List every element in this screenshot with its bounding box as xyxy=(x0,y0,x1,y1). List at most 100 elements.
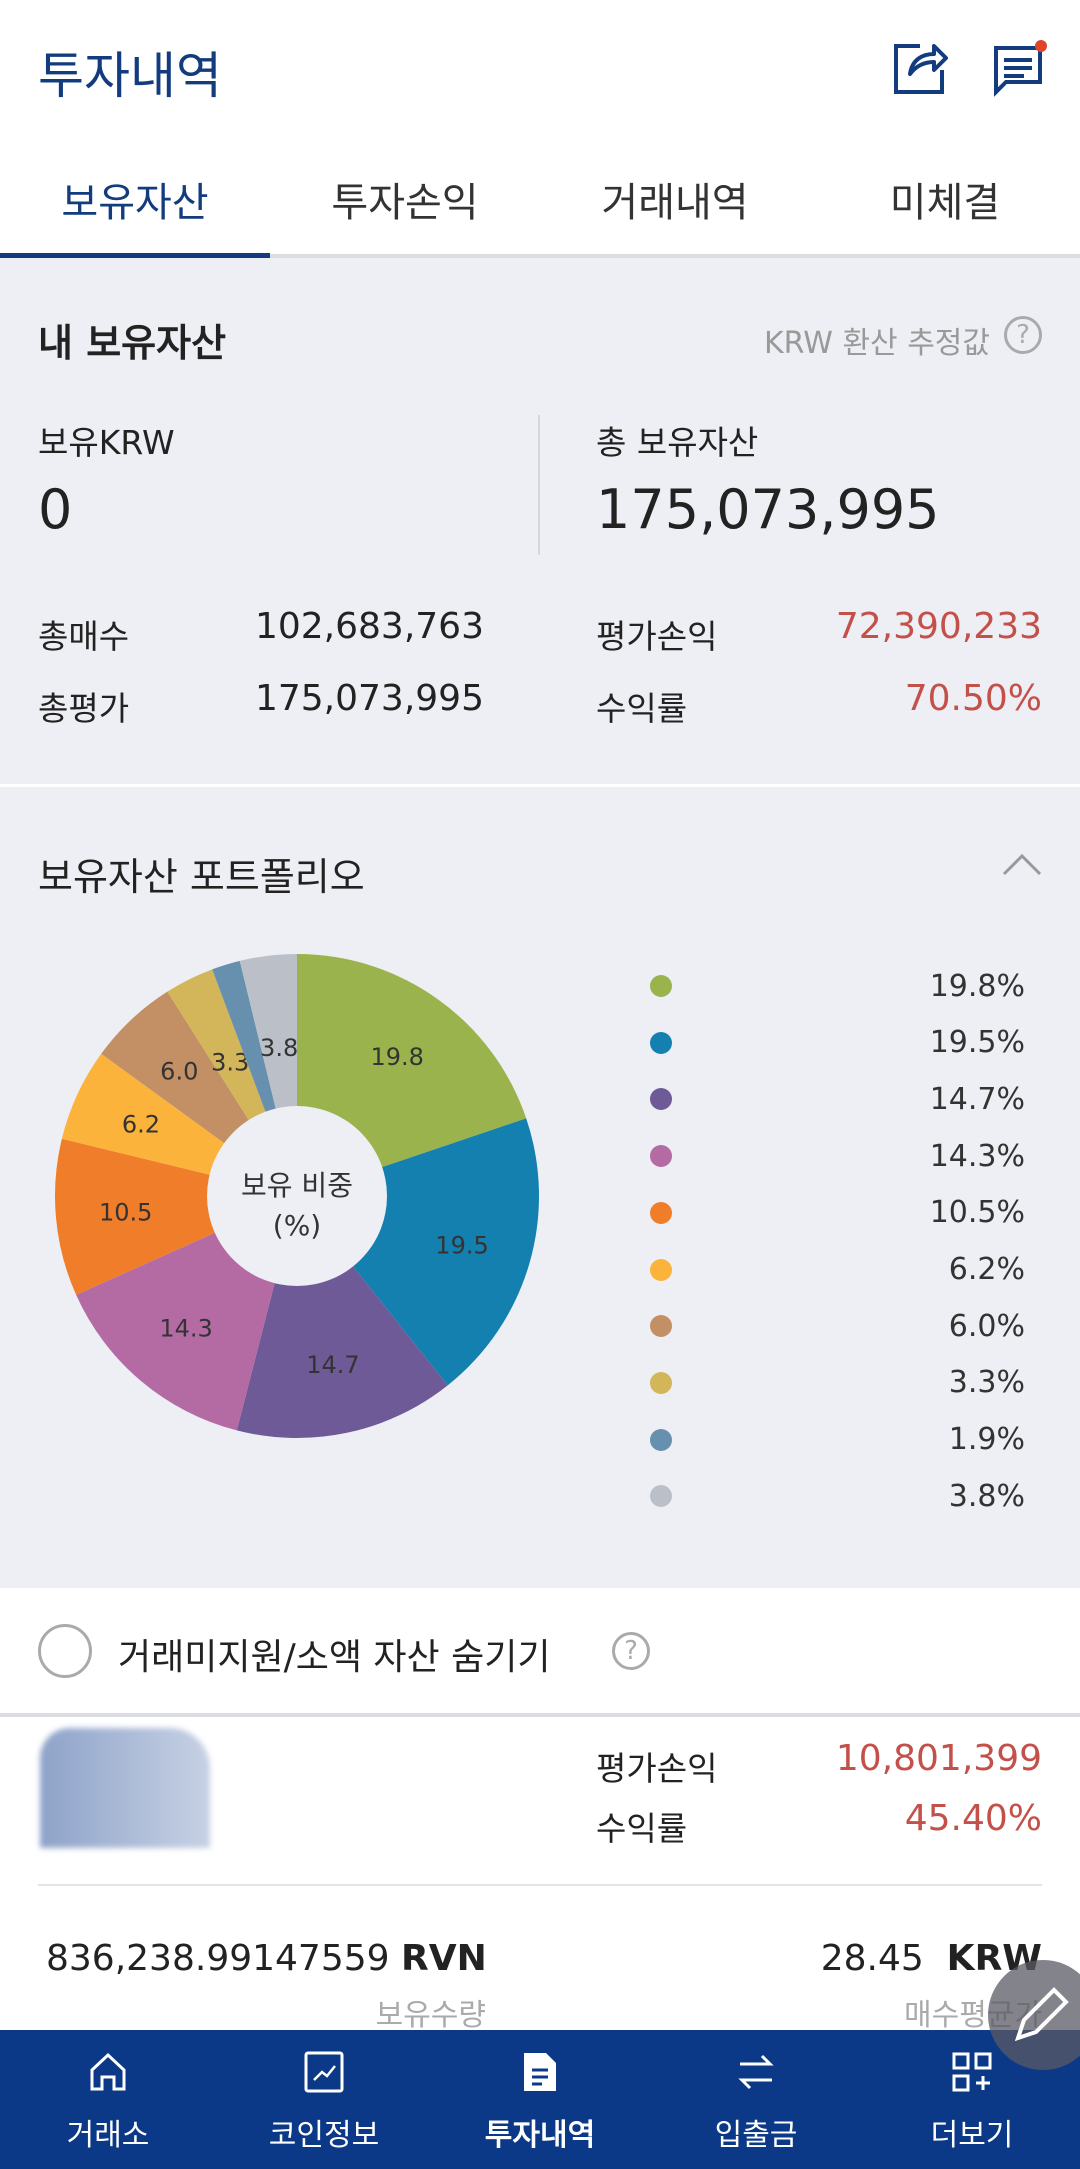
slice-label: 14.3 xyxy=(159,1314,212,1342)
share-icon[interactable] xyxy=(890,38,950,98)
pnl-label: 평가손익 xyxy=(596,617,718,656)
center-label-line2: (%) xyxy=(272,1209,322,1242)
tab-pnl[interactable]: 투자손익 xyxy=(331,180,479,226)
legend-dot xyxy=(650,1031,672,1054)
qty-label: 보유수량 xyxy=(375,1998,486,2033)
slice-label: 19.8 xyxy=(371,1043,424,1071)
slice-label: 3.3 xyxy=(211,1049,249,1077)
avg-value: 28.45 xyxy=(820,1938,924,1979)
coin-name-blurred[interactable] xyxy=(40,1728,210,1848)
legend-dot xyxy=(650,1145,672,1168)
divider xyxy=(38,1884,1042,1886)
tab-holdings[interactable]: 보유자산 xyxy=(0,150,270,258)
notice-icon[interactable] xyxy=(990,38,1050,98)
total-label: 총 보유자산 xyxy=(596,423,759,462)
legend-dot xyxy=(650,1485,672,1508)
legend-item: 14.3% xyxy=(650,1136,1025,1176)
legend-item: 3.8% xyxy=(650,1476,1025,1516)
nav-more[interactable]: 더보기 xyxy=(864,2030,1080,2169)
chart-icon xyxy=(304,2051,344,2093)
bottom-nav: 거래소 코인정보 투자내역 입출금 더보기 xyxy=(0,2030,1080,2169)
slice-label: 3.8 xyxy=(260,1034,298,1062)
pnl-value: 72,390,233 xyxy=(835,606,1042,647)
slice-label: 6.2 xyxy=(122,1111,160,1139)
qty-unit: RVN xyxy=(401,1938,487,1979)
help-icon[interactable]: ? xyxy=(612,1632,650,1670)
tab-history[interactable]: 거래내역 xyxy=(601,180,749,226)
transfer-icon xyxy=(738,2054,774,2090)
legend-value: 10.5% xyxy=(929,1195,1025,1231)
legend-item: 3.3% xyxy=(650,1363,1025,1403)
legend-dot xyxy=(650,1088,672,1111)
legend-item: 19.8% xyxy=(650,966,1025,1006)
legend-value: 14.3% xyxy=(929,1138,1025,1174)
nav-label: 코인정보 xyxy=(268,2118,380,2153)
tab-pending[interactable]: 미체결 xyxy=(889,180,1001,226)
legend-item: 14.7% xyxy=(650,1079,1025,1119)
more-grid-icon xyxy=(952,2052,992,2092)
legend-dot xyxy=(650,975,672,997)
hide-small-assets-radio[interactable] xyxy=(38,1624,92,1678)
legend-item: 1.9% xyxy=(650,1420,1025,1460)
nav-label: 거래소 xyxy=(66,2118,150,2153)
krw-note: KRW 환산 추정값 xyxy=(763,326,990,361)
buy-label: 총매수 xyxy=(38,617,130,656)
slice-label: 6.0 xyxy=(160,1058,198,1086)
legend-dot xyxy=(650,1315,672,1338)
legend-value: 3.8% xyxy=(948,1478,1025,1514)
nav-label: 더보기 xyxy=(930,2118,1014,2153)
legend-value: 19.5% xyxy=(929,1025,1025,1061)
pencil-icon xyxy=(1014,1987,1069,2042)
donut-center-label: 보유 비중 (%) xyxy=(197,1166,397,1246)
divider xyxy=(0,1713,1080,1717)
nav-label: 투자내역 xyxy=(484,2118,596,2153)
help-icon[interactable]: ? xyxy=(1004,316,1042,354)
page-title: 투자내역 xyxy=(38,47,222,105)
tab-bar: 보유자산 투자손익 거래내역 미체결 xyxy=(0,150,1080,258)
divider xyxy=(0,784,1080,787)
avg-price: 28.45 KRW xyxy=(821,1938,1042,1979)
home-icon xyxy=(90,2052,126,2091)
asset-pnl-label: 평가손익 xyxy=(596,1749,718,1788)
portfolio-title: 보유자산 포트폴리오 xyxy=(38,855,365,899)
portfolio-donut-chart: 19.8 19.5 14.7 14.3 10.5 6.26.0 3.3 3.8 xyxy=(55,954,539,1438)
legend-item: 19.5% xyxy=(650,1023,1025,1063)
nav-deposit-withdraw[interactable]: 입출금 xyxy=(648,2030,864,2169)
divider xyxy=(538,415,540,555)
slice-label: 14.7 xyxy=(306,1351,359,1379)
legend-dot xyxy=(650,1371,672,1394)
nav-coin-info[interactable]: 코인정보 xyxy=(216,2030,432,2169)
asset-pnl-value: 10,801,399 xyxy=(835,1738,1042,1779)
legend-value: 6.0% xyxy=(948,1308,1025,1344)
document-icon xyxy=(524,2053,556,2091)
legend-item: 10.5% xyxy=(650,1193,1025,1233)
holding-quantity: 836,238.99147559 RVN xyxy=(46,1938,487,1979)
krw-label: 보유KRW xyxy=(38,423,175,462)
rate-label: 수익률 xyxy=(596,689,688,728)
rate-value: 70.50% xyxy=(904,678,1042,719)
edit-fab[interactable] xyxy=(988,1960,1080,2070)
slice-label: 19.5 xyxy=(435,1232,488,1260)
asset-rate-value: 45.40% xyxy=(904,1798,1042,1839)
legend-value: 6.2% xyxy=(948,1252,1025,1287)
asset-rate-label: 수익률 xyxy=(596,1809,688,1848)
legend-value: 14.7% xyxy=(929,1081,1025,1117)
legend-dot xyxy=(650,1258,672,1281)
legend-dot xyxy=(650,1201,672,1224)
krw-value: 0 xyxy=(38,478,73,541)
slice-label: 10.5 xyxy=(99,1199,152,1227)
center-label-line1: 보유 비중 xyxy=(241,1169,353,1202)
nav-investments[interactable]: 투자내역 xyxy=(432,2030,648,2169)
chevron-up-icon[interactable] xyxy=(1000,850,1044,884)
legend-value: 1.9% xyxy=(948,1422,1025,1458)
eval-label: 총평가 xyxy=(38,689,130,728)
buy-value: 102,683,763 xyxy=(254,606,484,647)
legend-value: 19.8% xyxy=(929,968,1025,1004)
qty-value: 836,238.99147559 xyxy=(46,1938,390,1979)
summary-title: 내 보유자산 xyxy=(38,321,227,365)
legend-dot xyxy=(650,1428,672,1451)
donut-hole xyxy=(207,1106,387,1286)
total-value: 175,073,995 xyxy=(596,478,940,541)
nav-exchange[interactable]: 거래소 xyxy=(0,2030,216,2169)
legend-item: 6.2% xyxy=(650,1250,1025,1290)
